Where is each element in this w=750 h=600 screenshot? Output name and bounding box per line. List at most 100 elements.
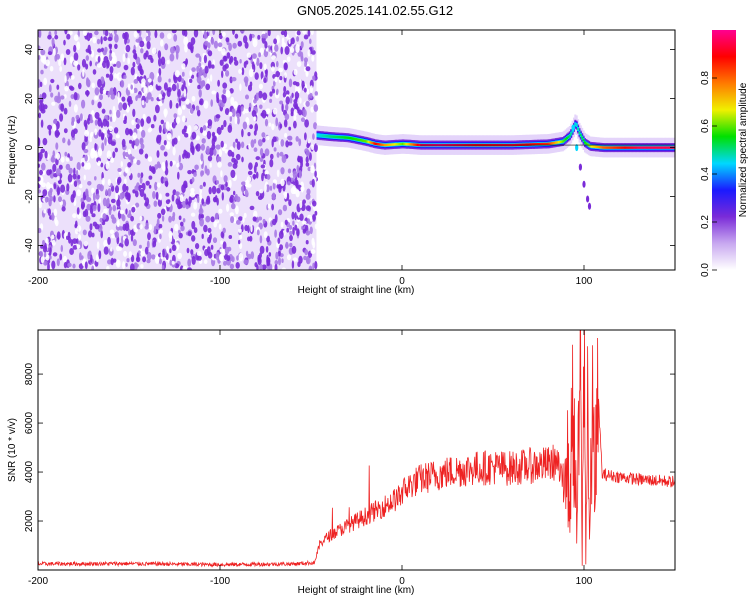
signal-cell <box>338 136 341 139</box>
noise-blob <box>123 74 127 79</box>
noise-blob <box>285 140 289 148</box>
noise-blob <box>112 151 116 159</box>
noise-blob <box>160 90 164 95</box>
noise-blob <box>312 133 315 140</box>
signal-cell <box>628 146 631 149</box>
signal-cell <box>378 143 381 146</box>
noise-blob <box>140 264 144 269</box>
noise-blob <box>100 36 103 45</box>
signal-cell <box>414 143 417 146</box>
noise-blob <box>130 84 133 90</box>
noise-blob <box>243 35 248 44</box>
noise-blob <box>239 234 243 240</box>
noise-blob <box>63 39 66 46</box>
noise-blob <box>236 141 241 151</box>
noise-blob <box>112 87 117 96</box>
noise-blob <box>203 32 208 40</box>
noise-blob <box>210 216 215 223</box>
noise-blob <box>133 87 138 94</box>
noise-blob <box>178 232 183 239</box>
noise-blob <box>158 193 162 201</box>
noise-blob <box>258 52 261 58</box>
noise-blob <box>283 30 288 38</box>
signal-cell <box>659 146 662 149</box>
noise-blob <box>145 35 151 42</box>
noise-blob <box>217 79 221 87</box>
noise-blob <box>183 149 187 156</box>
noise-blob <box>259 148 264 157</box>
noise-blob <box>309 92 313 99</box>
noise-blob <box>160 56 166 66</box>
noise-blob <box>314 261 318 270</box>
noise-blob <box>277 237 281 244</box>
noise-blob <box>127 194 131 203</box>
noise-blob <box>260 71 264 80</box>
noise-blob <box>196 251 202 256</box>
noise-blob <box>158 67 162 77</box>
noise-blob <box>107 36 113 42</box>
noise-blob <box>297 87 301 94</box>
noise-blob <box>120 80 125 88</box>
noise-blob <box>307 30 311 37</box>
noise-blob <box>44 196 49 203</box>
noise-blob <box>307 218 311 224</box>
noise-blob <box>235 138 239 143</box>
noise-blob <box>150 124 155 129</box>
noise-blob <box>94 143 97 151</box>
noise-blob <box>267 108 271 114</box>
noise-blob <box>118 246 122 251</box>
noise-blob <box>38 112 41 119</box>
noise-blob <box>281 154 287 164</box>
noise-blob <box>236 255 239 261</box>
noise-blob <box>125 127 130 136</box>
noise-blob <box>291 92 294 99</box>
noise-blob <box>230 216 235 224</box>
noise-blob <box>151 47 157 55</box>
noise-blob <box>247 225 250 234</box>
noise-blob <box>105 73 110 78</box>
noise-blob <box>127 148 131 155</box>
noise-blob <box>39 251 44 258</box>
noise-blob <box>247 170 253 176</box>
noise-blob <box>314 210 318 216</box>
noise-blob <box>58 164 63 170</box>
noise-blob <box>47 263 50 270</box>
noise-blob <box>256 57 260 67</box>
noise-blob <box>284 132 288 138</box>
x-tick-label: 100 <box>576 276 593 287</box>
noise-blob <box>73 180 78 187</box>
noise-blob <box>142 113 146 121</box>
signal-cell <box>330 135 333 138</box>
noise-blob <box>133 53 138 60</box>
signal-cell <box>413 143 415 146</box>
noise-blob <box>156 218 160 227</box>
noise-blob <box>239 59 242 64</box>
noise-blob <box>222 227 226 234</box>
noise-blob <box>257 254 261 263</box>
noise-blob <box>92 221 98 227</box>
noise-blob <box>100 122 104 129</box>
noise-blob <box>84 123 88 131</box>
noise-blob <box>207 227 212 233</box>
noise-blob <box>140 172 144 179</box>
noise-blob <box>133 78 139 84</box>
noise-blob <box>82 30 88 36</box>
noise-blob <box>269 98 273 103</box>
noise-blob <box>145 80 149 85</box>
noise-blob <box>201 233 204 239</box>
noise-blob <box>302 220 307 225</box>
signal-cell <box>337 135 340 139</box>
noise-blob <box>83 174 87 181</box>
noise-blob <box>264 148 270 157</box>
noise-blob <box>267 30 271 37</box>
noise-blob <box>183 88 187 98</box>
noise-blob <box>185 198 189 206</box>
noise-blob <box>273 147 277 152</box>
noise-blob <box>160 208 166 216</box>
noise-blob <box>163 109 167 118</box>
noise-blob <box>290 187 296 195</box>
y-tick-label: 8000 <box>24 363 35 386</box>
snr-y-ticks: 2000 4000 6000 8000 <box>24 363 675 532</box>
noise-blob <box>235 262 240 269</box>
